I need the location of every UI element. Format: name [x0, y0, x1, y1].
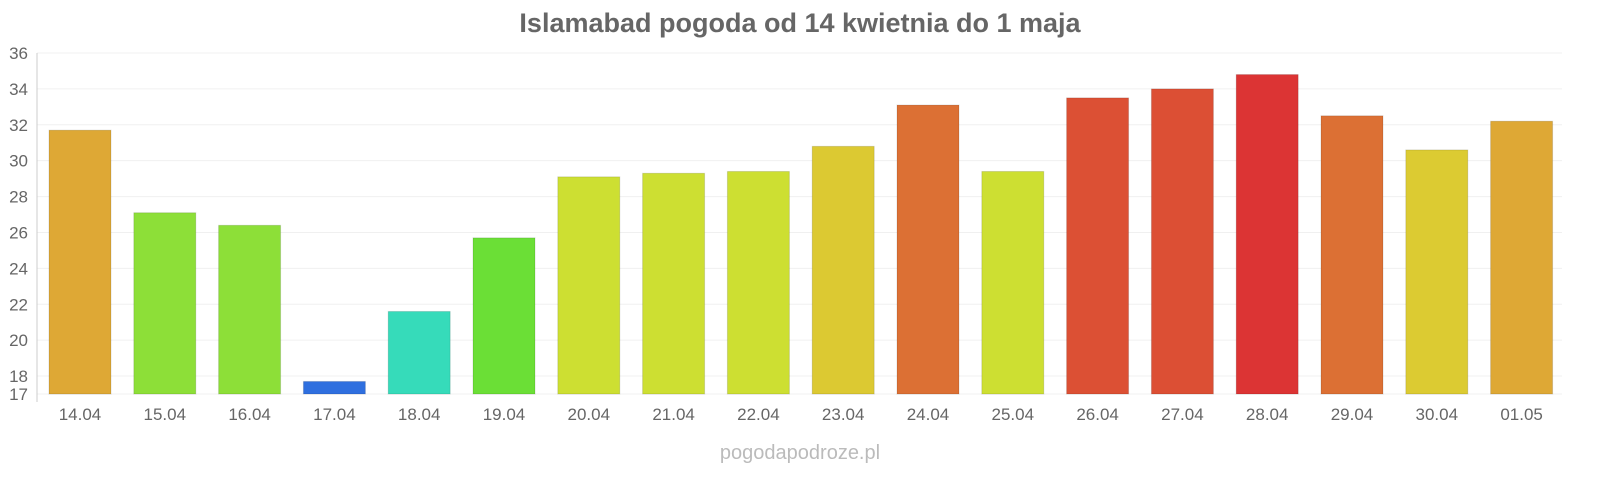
- bar-27.04: [1150, 88, 1214, 395]
- x-tick-label: 25.04: [992, 405, 1035, 424]
- footer-watermark: pogodapodroze.pl: [720, 442, 880, 464]
- x-tick-label: 26.04: [1076, 405, 1119, 424]
- bar-16.04: [218, 224, 282, 395]
- y-tick-label: 26: [9, 223, 28, 242]
- bar-30.04: [1405, 149, 1469, 395]
- y-tick-label: 30: [9, 152, 28, 171]
- y-tick-label: 17: [9, 385, 28, 404]
- x-tick-label: 16.04: [228, 405, 271, 424]
- x-tick-label: 19.04: [483, 405, 526, 424]
- bar-22.04: [726, 170, 790, 395]
- bar-17.04: [302, 380, 366, 395]
- y-tick-label: 32: [9, 116, 28, 135]
- x-tick-label: 29.04: [1331, 405, 1374, 424]
- bar-15.04: [133, 212, 197, 395]
- y-tick-label: 18: [9, 367, 28, 386]
- y-tick-label: 28: [9, 188, 28, 207]
- y-tick-label: 36: [9, 44, 28, 63]
- bar-25.04: [981, 170, 1045, 395]
- x-tick-label: 20.04: [568, 405, 611, 424]
- bar-28.04: [1235, 74, 1299, 395]
- x-tick-label: 18.04: [398, 405, 441, 424]
- bar-26.04: [1066, 97, 1130, 395]
- x-tick-label: 22.04: [737, 405, 780, 424]
- y-tick-label: 24: [9, 259, 28, 278]
- bar-18.04: [387, 310, 451, 395]
- x-tick-label: 27.04: [1161, 405, 1204, 424]
- x-tick-label: 23.04: [822, 405, 865, 424]
- bar-24.04: [896, 104, 960, 395]
- bar-14.04: [48, 129, 112, 395]
- x-tick-label: 28.04: [1246, 405, 1289, 424]
- bar-01.05: [1490, 120, 1554, 395]
- bar-20.04: [557, 176, 621, 395]
- x-tick-label: 14.04: [59, 405, 102, 424]
- bar-21.04: [642, 172, 706, 395]
- x-tick-label: 24.04: [907, 405, 950, 424]
- y-tick-label: 34: [9, 80, 28, 99]
- y-tick-label: 22: [9, 295, 28, 314]
- x-tick-label: 17.04: [313, 405, 356, 424]
- bar-23.04: [811, 145, 875, 395]
- x-tick-label: 01.05: [1500, 405, 1543, 424]
- x-tick-label: 15.04: [144, 405, 187, 424]
- bar-19.04: [472, 237, 536, 395]
- bar-29.04: [1320, 115, 1384, 395]
- chart-title: Islamabad pogoda od 14 kwietnia do 1 maj…: [519, 8, 1081, 38]
- y-tick-label: 20: [9, 331, 28, 350]
- x-tick-label: 21.04: [652, 405, 695, 424]
- x-tick-label: 30.04: [1416, 405, 1459, 424]
